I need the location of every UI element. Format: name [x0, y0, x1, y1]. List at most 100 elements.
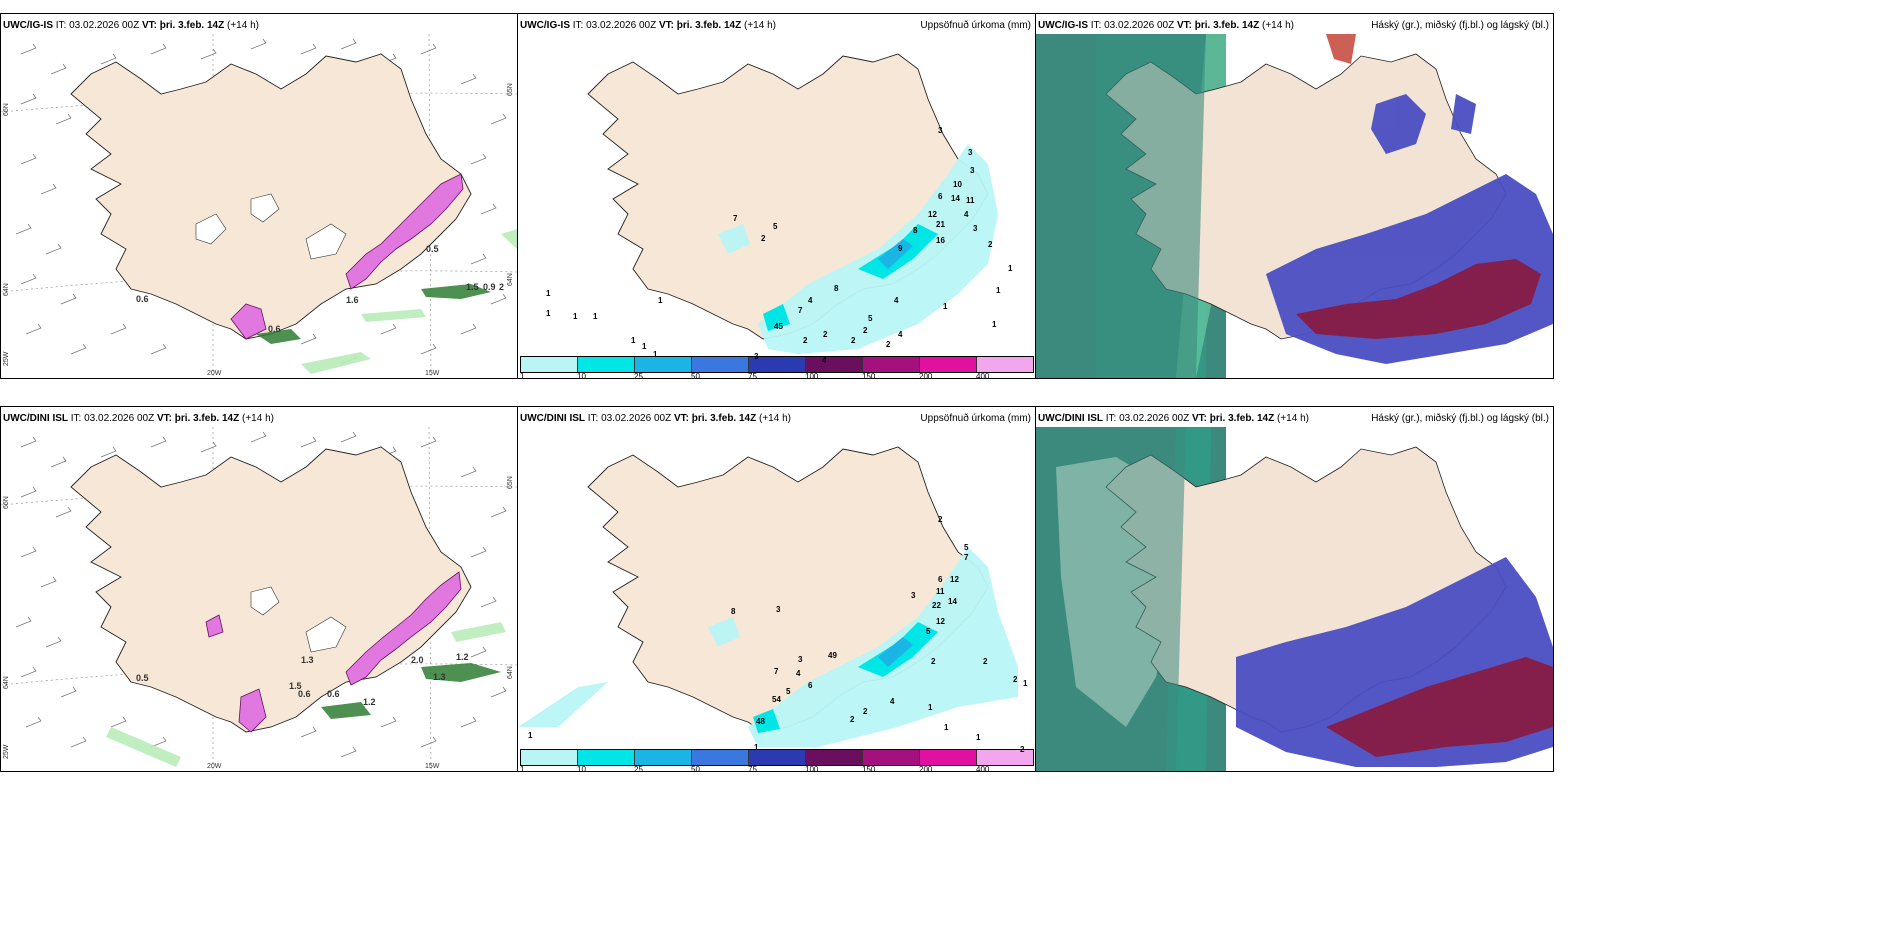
colorbar-swatch	[692, 750, 749, 765]
lat-label-25w: 25W	[3, 744, 10, 759]
colorbar-tick: 100	[805, 765, 819, 772]
precip-label: 2	[886, 340, 891, 349]
colorbar-tick: 150	[862, 372, 876, 379]
map-annotation: 1.6	[346, 295, 359, 305]
map-panel-top-precip: UWC/IG-IS IT: 03.02.2026 00Z VT: þri. 3.…	[517, 13, 1036, 379]
map-annotation: 1.5	[289, 681, 302, 691]
colorbar-swatch	[521, 357, 578, 372]
precip-label: 5	[926, 627, 931, 636]
colorbar-tick: 1	[520, 372, 525, 379]
precip-label: 1	[653, 350, 658, 359]
precip-label: 3	[776, 605, 781, 614]
lat-label-66n: 66N	[3, 103, 10, 116]
precip-label: 16	[936, 236, 945, 245]
precip-label: 6	[938, 192, 943, 201]
wind-barb-map	[1, 34, 517, 378]
precip-label: 6	[938, 575, 943, 584]
precip-label: 3	[970, 166, 975, 175]
map-annotation: 0.6	[327, 689, 340, 699]
colorbar-swatch	[863, 750, 920, 765]
precip-labels: 3 3 3 10 14 11 6 12 4 8 21 16 3 2 7 5 2 …	[518, 34, 1035, 365]
precip-label: 3	[798, 655, 803, 664]
snow-shadow	[256, 284, 491, 344]
colorbar-swatch	[806, 750, 863, 765]
colorbar-swatch	[578, 750, 635, 765]
colorbar-tick: 400	[976, 765, 990, 772]
map-annotation: 1.3	[301, 655, 314, 665]
panel-title: UWC/DINI ISL IT: 03.02.2026 00Z VT: þri.…	[1038, 413, 1309, 424]
colorbar-tick: 10	[577, 765, 586, 772]
precip-label: 1	[944, 723, 949, 732]
precip-label: 7	[964, 553, 969, 562]
lon-label-15w: 15W	[425, 370, 440, 377]
snow-patches	[195, 193, 347, 260]
precip-label: 11	[966, 196, 975, 205]
precip-title: Uppsöfnuð úrkoma (mm)	[920, 413, 1031, 424]
precip-label: 1	[631, 336, 636, 345]
precip-label: 2	[851, 336, 856, 345]
colorbar-tick: 50	[691, 765, 700, 772]
colorbar-swatch	[635, 357, 692, 372]
precip-map	[587, 53, 998, 354]
precip-label: 14	[951, 194, 960, 203]
lon-label-20w: 20W	[207, 763, 222, 770]
precip-label: 8	[731, 607, 736, 616]
precip-label: 3	[938, 126, 943, 135]
precip-label: 1	[996, 286, 1001, 295]
map-annotation: 1.3	[433, 672, 446, 682]
colorbar-tick: 150	[862, 765, 876, 772]
precip-label: 12	[950, 575, 959, 584]
colorbar-swatch	[920, 357, 977, 372]
cloud-map	[1036, 427, 1553, 771]
precip-label: 1	[928, 703, 933, 712]
precip-label: 54	[772, 695, 781, 704]
colorbar-tick: 200	[919, 372, 933, 379]
lat-label-r65n: 65N	[507, 476, 514, 489]
precip-colorbar	[520, 749, 1034, 766]
colorbar-swatch	[692, 357, 749, 372]
precip-label: 11	[936, 587, 945, 596]
lat-label-r65n: 65N	[507, 83, 514, 96]
precip-label: 8	[913, 226, 918, 235]
map-annotation: 0.6	[136, 294, 149, 304]
precip-title: Uppsöfnuð úrkoma (mm)	[920, 20, 1031, 31]
precip-label: 8	[834, 284, 839, 293]
colorbar-tick: 1	[520, 765, 525, 772]
map-annotation: 0.5	[136, 673, 149, 683]
precip-label: 7	[798, 306, 803, 315]
precip-map	[518, 446, 1018, 747]
lat-label-r64n: 64N	[507, 273, 514, 286]
precip-label: 1	[593, 312, 598, 321]
precip-label: 2	[850, 715, 855, 724]
panel-title: UWC/DINI ISL IT: 03.02.2026 00Z VT: þri.…	[3, 413, 274, 424]
lat-label-64n: 64N	[3, 283, 10, 296]
precip-label: 2	[863, 326, 868, 335]
colorbar-tick: 200	[919, 765, 933, 772]
map-panel-bottom-precip: UWC/DINI ISL IT: 03.02.2026 00Z VT: þri.…	[517, 406, 1036, 772]
colorbar-ticks: 1 10 25 50 75 100 150 200 400	[520, 765, 1032, 772]
precip-label: 4	[894, 296, 899, 305]
cloud-map	[1036, 34, 1553, 378]
colorbar-tick: 75	[748, 372, 757, 379]
wind-barbs	[15, 38, 507, 365]
colorbar-swatch	[749, 750, 806, 765]
panel-title: UWC/IG-IS IT: 03.02.2026 00Z VT: þri. 3.…	[3, 20, 259, 31]
precip-label: 5	[773, 222, 778, 231]
cloud-title: Háský (gr.), miðský (fj.bl.) og lágský (…	[1371, 20, 1549, 31]
precip-label: 21	[936, 220, 945, 229]
precip-label: 5	[868, 314, 873, 323]
precip-label: 2	[823, 330, 828, 339]
precip-label: 3	[968, 148, 973, 157]
precip-label: 7	[733, 214, 738, 223]
precip-label: 12	[936, 617, 945, 626]
precip-label: 3	[973, 224, 978, 233]
precip-label: 2	[938, 515, 943, 524]
precip-field	[718, 144, 998, 354]
colorbar-ticks: 1 10 25 50 75 100 150 200 400	[520, 372, 1032, 379]
lon-label-20w: 20W	[207, 370, 222, 377]
precip-label: 1	[754, 743, 759, 752]
lat-label-25w: 25W	[3, 351, 10, 366]
map-annotation: 2.0	[411, 655, 424, 665]
precip-label: 2	[931, 657, 936, 666]
precip-label: 10	[953, 180, 962, 189]
